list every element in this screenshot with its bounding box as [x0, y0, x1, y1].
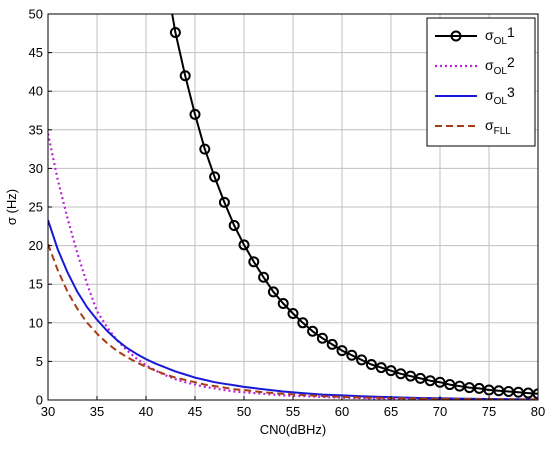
data-point-marker: [218, 196, 230, 208]
y-tick-label: 35: [29, 122, 43, 137]
x-tick-label: 30: [41, 404, 55, 419]
y-tick-label: 15: [29, 277, 43, 292]
data-series: [48, 14, 538, 400]
data-point-marker: [532, 388, 538, 400]
x-tick-label: 55: [286, 404, 300, 419]
y-tick-label: 45: [29, 45, 43, 60]
y-tick-label: 50: [29, 7, 43, 22]
x-tick-label: 75: [482, 404, 496, 419]
data-point-marker: [258, 271, 270, 283]
data-point-marker: [238, 239, 250, 251]
data-point-marker: [346, 349, 358, 361]
series-4: [48, 243, 538, 400]
data-point-marker: [454, 380, 466, 392]
series-1: [169, 14, 538, 400]
data-point-marker: [248, 256, 260, 268]
y-tick-label: 5: [36, 354, 43, 369]
data-point-marker: [395, 368, 407, 380]
data-point-marker: [414, 372, 426, 384]
y-tick-label: 20: [29, 238, 43, 253]
legend-label: σFLL: [485, 117, 511, 137]
data-point-marker: [209, 171, 221, 183]
x-tick-label: 70: [433, 404, 447, 419]
series-line: [171, 14, 538, 395]
data-point-marker: [307, 325, 319, 337]
data-point-marker: [316, 332, 328, 344]
data-point-marker: [375, 362, 387, 374]
data-point-marker: [277, 298, 289, 309]
x-tick-label: 40: [139, 404, 153, 419]
data-point-marker: [336, 345, 348, 357]
x-axis-title: CN0(dBHz): [260, 422, 326, 437]
data-point-marker: [169, 27, 181, 39]
series-line: [48, 243, 538, 400]
legend-box: [426, 17, 536, 147]
data-point-marker: [444, 379, 456, 391]
y-tick-label: 10: [29, 315, 43, 330]
legend: σOL1 σOL2 σOL3 σFLL: [426, 17, 536, 147]
x-tick-label: 45: [188, 404, 202, 419]
axis-ticks: 30 35 40 45 50 55 60 65 70 75 80 0 5 10 15 20 25 30 35 40 45…: [29, 7, 546, 420]
data-point-marker: [473, 382, 485, 394]
data-point-marker: [424, 375, 436, 387]
x-tick-label: 60: [335, 404, 349, 419]
data-point-marker: [179, 70, 191, 82]
data-point-marker: [287, 308, 299, 320]
y-tick-label: 30: [29, 161, 43, 176]
legend-label: σOL1: [485, 24, 515, 47]
data-point-marker: [267, 286, 279, 298]
x-tick-label: 50: [237, 404, 251, 419]
data-point-marker: [326, 338, 338, 350]
data-point-marker: [434, 376, 446, 388]
data-point-marker: [228, 220, 240, 232]
y-tick-label: 25: [29, 200, 43, 215]
data-point-marker: [199, 143, 211, 155]
x-tick-label: 80: [531, 404, 545, 419]
data-point-marker: [385, 365, 397, 377]
data-point-marker: [365, 358, 377, 370]
data-point-marker: [405, 370, 417, 382]
y-tick-label: 40: [29, 84, 43, 99]
legend-marker: [450, 30, 462, 42]
data-point-marker: [297, 317, 309, 329]
x-tick-label: 35: [90, 404, 104, 419]
legend-label: σOL3: [485, 84, 515, 107]
x-tick-label: 65: [384, 404, 398, 419]
data-point-marker: [189, 108, 201, 120]
data-point-marker: [356, 354, 368, 366]
y-tick-label: 0: [36, 393, 43, 408]
y-axis-title: σ (Hz): [4, 189, 19, 225]
legend-label: σOL2: [485, 54, 515, 77]
